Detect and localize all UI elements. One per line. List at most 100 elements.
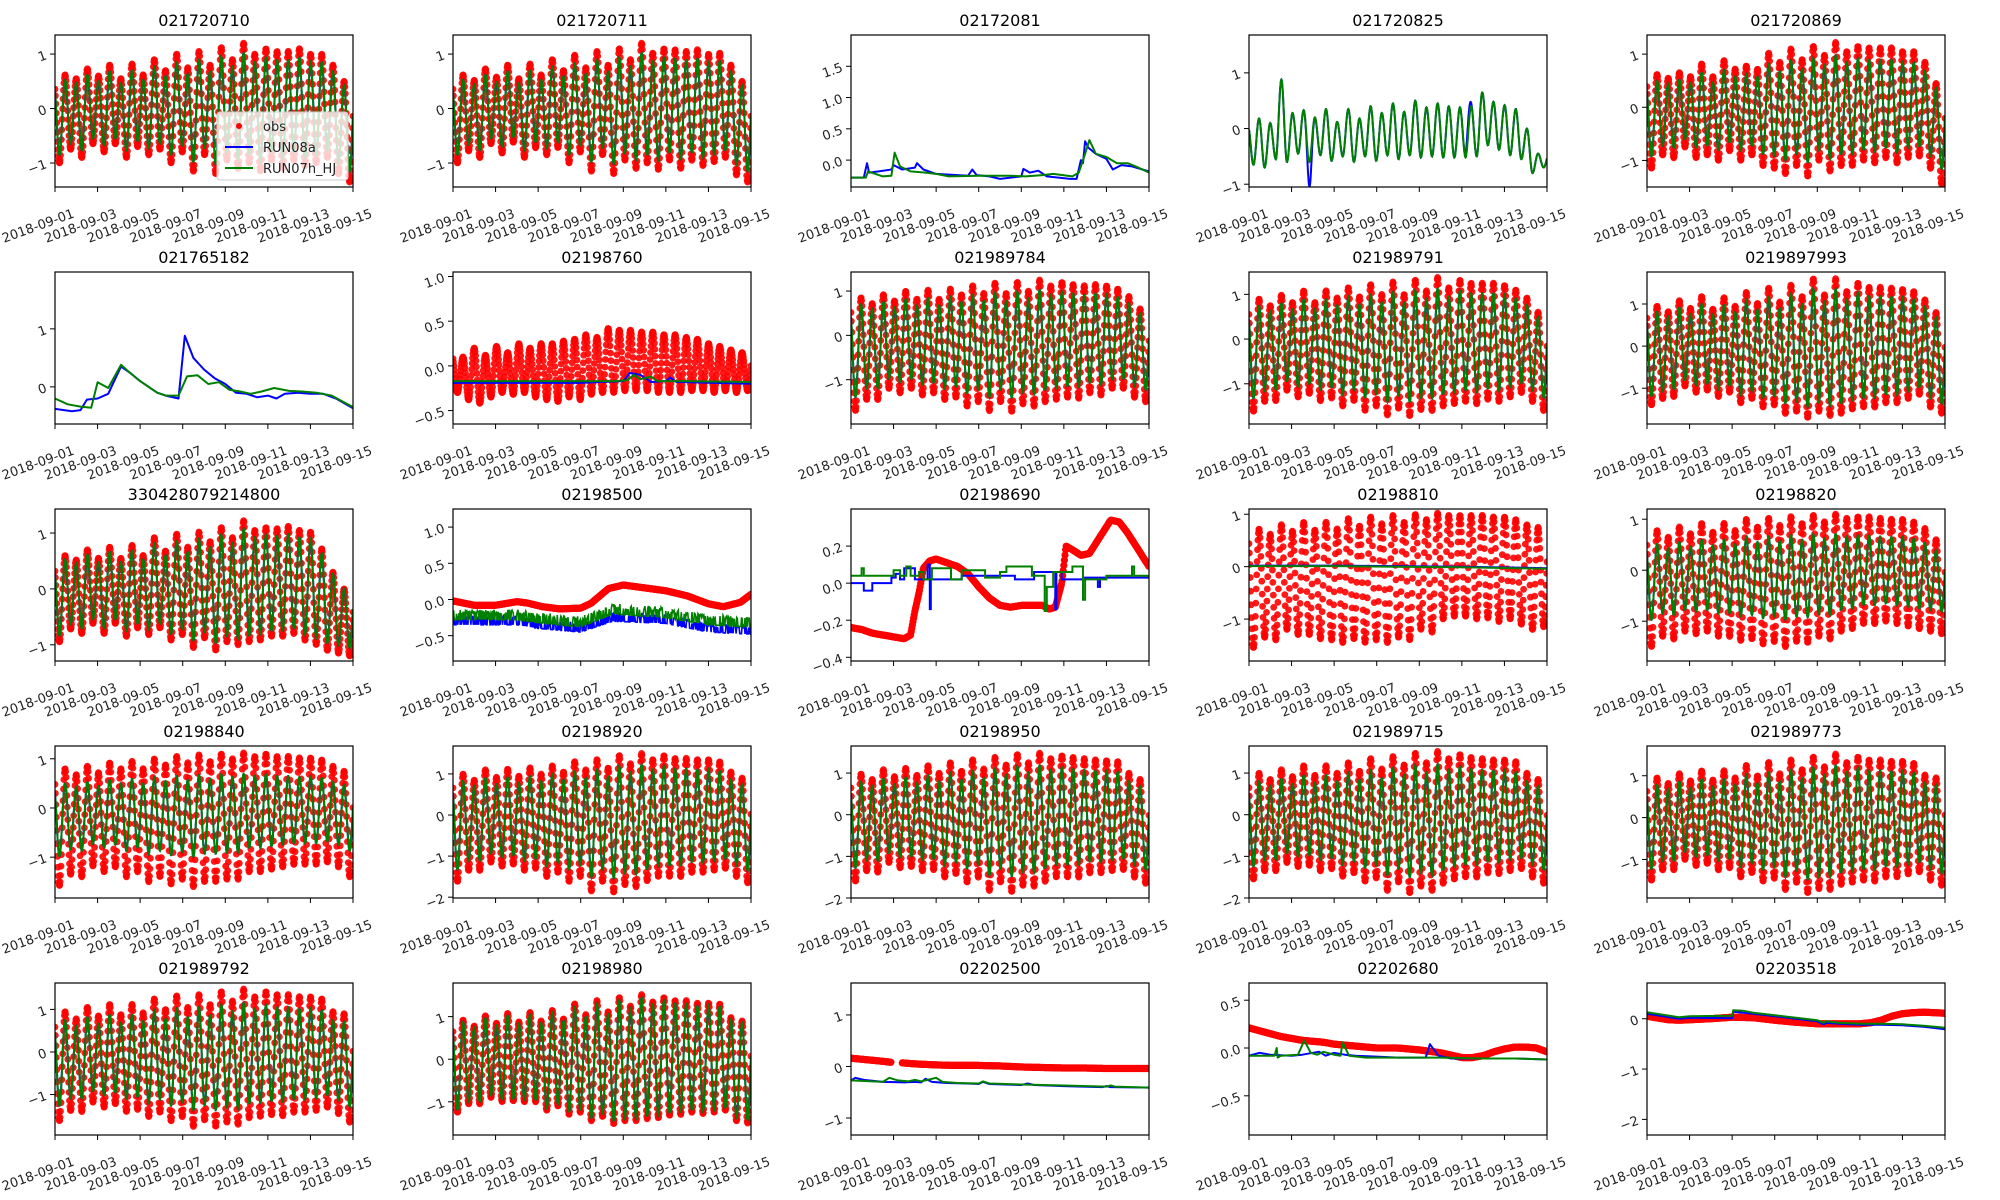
plot-area bbox=[55, 334, 353, 413]
obs-point bbox=[584, 350, 592, 358]
obs-point bbox=[572, 344, 580, 352]
obs-point bbox=[573, 350, 580, 357]
obs-point bbox=[495, 361, 503, 369]
obs-point bbox=[1782, 163, 1790, 171]
obs-point bbox=[583, 338, 591, 346]
obs-point bbox=[629, 354, 637, 361]
obs-point bbox=[942, 391, 949, 399]
obs-point bbox=[875, 389, 883, 397]
obs-point bbox=[545, 385, 552, 393]
obs-point bbox=[1821, 54, 1829, 61]
obs-point bbox=[241, 46, 248, 53]
obs-point bbox=[560, 69, 568, 77]
obs-point bbox=[734, 165, 741, 173]
obs-point bbox=[1042, 393, 1050, 400]
obs-point bbox=[672, 49, 679, 56]
subplot-title: 021720869 bbox=[1750, 11, 1842, 30]
obs-point bbox=[473, 363, 480, 371]
axes-frame bbox=[850, 271, 1150, 425]
obs-point bbox=[1939, 169, 1945, 177]
obs-point bbox=[639, 340, 647, 348]
obs-point bbox=[1087, 383, 1095, 391]
obs-point bbox=[1687, 76, 1695, 84]
obs-point bbox=[539, 351, 547, 359]
obs-point bbox=[218, 47, 226, 54]
obs-point bbox=[1698, 63, 1706, 71]
obs-point bbox=[623, 366, 631, 374]
obs-point bbox=[1877, 50, 1885, 58]
obs-point bbox=[685, 351, 692, 359]
obs-point bbox=[578, 387, 585, 395]
obs-point bbox=[1075, 392, 1083, 400]
obs-point bbox=[1496, 393, 1504, 401]
obs-point bbox=[263, 48, 270, 56]
obs-point bbox=[633, 380, 641, 387]
obs-point bbox=[1008, 404, 1016, 411]
obs-point bbox=[1849, 401, 1857, 409]
obs-point bbox=[1440, 397, 1448, 404]
obs-point bbox=[1844, 52, 1851, 60]
obs-point bbox=[673, 339, 680, 347]
obs-point bbox=[523, 368, 531, 376]
obs-point bbox=[1788, 50, 1796, 58]
obs-point bbox=[1356, 296, 1364, 304]
obs-point bbox=[1329, 389, 1336, 396]
obs-point bbox=[544, 147, 551, 155]
obs-point bbox=[668, 368, 676, 376]
obs-point bbox=[1888, 49, 1896, 57]
series-RUN07h_HJ bbox=[851, 288, 1149, 401]
obs-point bbox=[1844, 292, 1851, 300]
obs-point bbox=[711, 155, 719, 162]
obs-point bbox=[546, 366, 553, 374]
obs-point bbox=[1262, 391, 1269, 398]
obs-point bbox=[852, 403, 860, 411]
obs-point bbox=[718, 359, 726, 366]
obs-point bbox=[651, 339, 658, 347]
obs-point bbox=[596, 363, 604, 370]
obs-point bbox=[479, 372, 487, 380]
obs-point bbox=[1721, 62, 1729, 70]
obs-point bbox=[196, 52, 204, 60]
obs-point bbox=[1855, 46, 1862, 54]
obs-point bbox=[484, 374, 492, 382]
obs-point bbox=[252, 55, 259, 63]
y-tick-label: 0 bbox=[1230, 123, 1243, 140]
series-RUN07h_HJ bbox=[1647, 53, 1945, 172]
obs-point bbox=[661, 48, 668, 56]
obs-point bbox=[573, 363, 581, 371]
obs-point bbox=[696, 357, 704, 364]
obs-point bbox=[1782, 168, 1790, 176]
obs-point bbox=[1860, 153, 1868, 161]
obs-point bbox=[605, 65, 613, 73]
obs-point bbox=[1507, 390, 1515, 398]
obs-series bbox=[453, 325, 751, 407]
y-tick-label: 1 bbox=[1230, 289, 1243, 306]
obs-point bbox=[645, 369, 653, 377]
obs-point bbox=[947, 289, 955, 297]
obs-point bbox=[1771, 158, 1779, 166]
obs-point bbox=[1003, 294, 1011, 301]
obs-point bbox=[1804, 410, 1812, 417]
obs-point bbox=[517, 352, 525, 359]
axes-frame bbox=[54, 34, 354, 188]
obs-point bbox=[566, 156, 573, 164]
obs-point bbox=[1727, 142, 1734, 150]
obs-point bbox=[1103, 286, 1111, 293]
obs-point bbox=[1822, 59, 1829, 67]
obs-point bbox=[601, 363, 609, 371]
obs-point bbox=[679, 364, 687, 371]
obs-point bbox=[747, 362, 751, 370]
y-tick-label: 0.0 bbox=[821, 154, 846, 175]
y-tick-label: 1 bbox=[1230, 67, 1243, 84]
obs-point bbox=[512, 372, 519, 380]
obs-point bbox=[454, 156, 462, 164]
obs-point bbox=[617, 336, 625, 343]
obs-point bbox=[696, 363, 704, 371]
obs-point bbox=[1020, 398, 1027, 405]
obs-point bbox=[1429, 399, 1437, 407]
obs-point bbox=[518, 363, 525, 371]
obs-point bbox=[1251, 398, 1258, 405]
obs-point bbox=[728, 63, 735, 71]
obs-point bbox=[662, 352, 670, 360]
obs-point bbox=[719, 364, 726, 372]
